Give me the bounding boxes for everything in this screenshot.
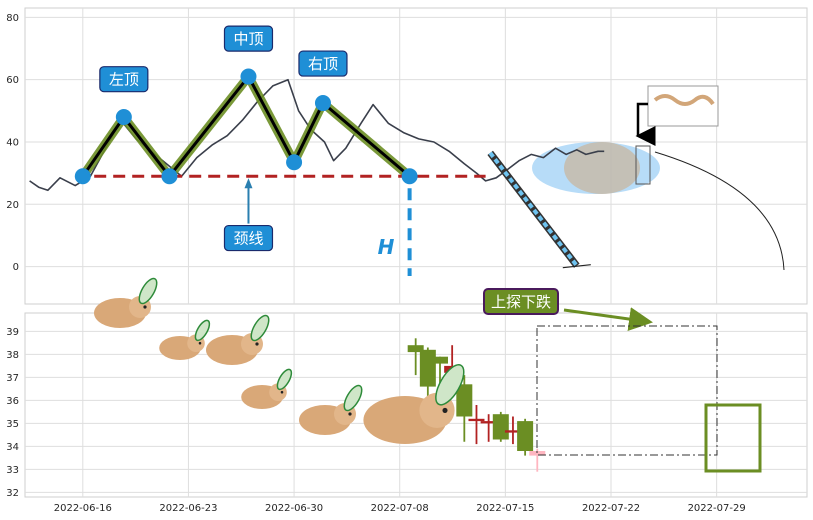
- top-series-layer: H: [29, 68, 605, 276]
- label-box-1: [223, 25, 274, 52]
- label-box-3: [223, 224, 274, 252]
- bottom-ytick-label-3: 35: [6, 419, 19, 430]
- zoom-box-small: [635, 145, 651, 185]
- top-panel-frame: [24, 7, 808, 305]
- label-text-0: 左顶: [109, 71, 139, 89]
- peak-marker-6: [401, 168, 418, 185]
- dog-illustration: [94, 277, 465, 444]
- top-ytick-label-4: 80: [6, 13, 19, 24]
- x-tick-label-4: 2022-07-15: [476, 503, 534, 514]
- x-tick-label-3: 2022-07-08: [371, 503, 429, 514]
- peak-marker-4: [286, 154, 303, 171]
- x-tick-label-2: 2022-06-30: [265, 503, 323, 514]
- candle-body-1: [419, 349, 436, 387]
- projection-end-tick: [562, 264, 591, 269]
- annotation-box: [483, 288, 559, 315]
- dog-eye-4: [348, 412, 352, 416]
- label-text-1: 中顶: [233, 30, 263, 48]
- candle-body-2: [432, 356, 448, 364]
- label-box-0: [99, 66, 149, 93]
- bottom-ytick-label-7: 39: [6, 327, 19, 338]
- peak-marker-3: [240, 68, 257, 85]
- inset-thumbnail: [647, 85, 719, 127]
- dog-wing-1: [194, 319, 211, 342]
- candle-region-box: [536, 325, 718, 456]
- label-box-2: [298, 50, 348, 77]
- top-ytick-label-2: 40: [6, 137, 19, 148]
- peak-marker-5: [314, 95, 331, 112]
- bottom-ytick-label-1: 33: [6, 465, 19, 476]
- candle-body-4: [456, 384, 473, 417]
- neckline-pointer-head: [244, 178, 253, 189]
- label-text-2: 右顶: [308, 55, 338, 73]
- bottom-ytick-label-0: 32: [6, 488, 19, 499]
- peak-marker-0: [74, 168, 91, 185]
- peak-marker-2: [161, 168, 178, 185]
- candle-body-10: [529, 451, 546, 456]
- candle-body-9: [517, 421, 534, 451]
- candle-body-8: [504, 430, 521, 433]
- peak-marker-1: [115, 109, 132, 126]
- dog-wing-5: [435, 364, 465, 406]
- x-tick-label-1: 2022-06-23: [159, 503, 217, 514]
- projection-arc: [654, 151, 785, 271]
- bottom-ytick-label-5: 37: [6, 373, 19, 384]
- top-ytick-label-1: 20: [6, 200, 19, 211]
- x-tick-label-6: 2022-07-29: [688, 503, 746, 514]
- candle-body-6: [480, 421, 497, 424]
- projection-line-outer: [487, 150, 580, 268]
- bottom-ytick-label-4: 36: [6, 396, 19, 407]
- bottom-ytick-label-2: 34: [6, 442, 19, 453]
- candle-focus-box: [704, 403, 762, 473]
- dog-wing-0: [138, 277, 158, 305]
- dog-eye-5: [442, 407, 448, 413]
- dog-wing-4: [343, 384, 363, 412]
- dog-eye-3: [280, 390, 284, 394]
- x-ticks: 2022-06-16 2022-06-23 2022-06-30 2022-07-08…: [54, 503, 746, 514]
- top-ytick-label-0: 0: [13, 262, 19, 273]
- candle-body-7: [492, 414, 509, 440]
- top-ytick-label-3: 60: [6, 75, 19, 86]
- candle-body-0: [407, 345, 424, 353]
- x-tick-label-0: 2022-06-16: [54, 503, 112, 514]
- label-text-3: 颈线: [233, 230, 263, 248]
- annotation-arrow: [563, 307, 653, 331]
- height-marker-label: H: [378, 235, 395, 259]
- dog-eye-1: [198, 341, 202, 345]
- annotation-text: 上探下跌: [491, 293, 551, 311]
- dog-wing-3: [276, 368, 293, 391]
- highlight-ellipse-inner: [564, 142, 640, 194]
- bottom-y-ticks: 32 33 34 35 36 37 38 39: [6, 327, 19, 499]
- inset-thumbnail-mark: [653, 94, 715, 106]
- candle-body-5: [468, 418, 485, 422]
- zoom-pointer-arrow: [635, 102, 656, 146]
- dog-eye-0: [143, 305, 147, 309]
- bottom-series-layer: 上探下跌: [407, 288, 653, 472]
- x-tick-label-5: 2022-07-22: [582, 503, 640, 514]
- bottom-ytick-label-6: 38: [6, 350, 19, 361]
- dog-eye-2: [255, 342, 259, 346]
- top-grid: [25, 8, 807, 304]
- dog-wing-2: [250, 314, 270, 342]
- top-y-ticks: 0 20 40 60 80: [6, 13, 19, 273]
